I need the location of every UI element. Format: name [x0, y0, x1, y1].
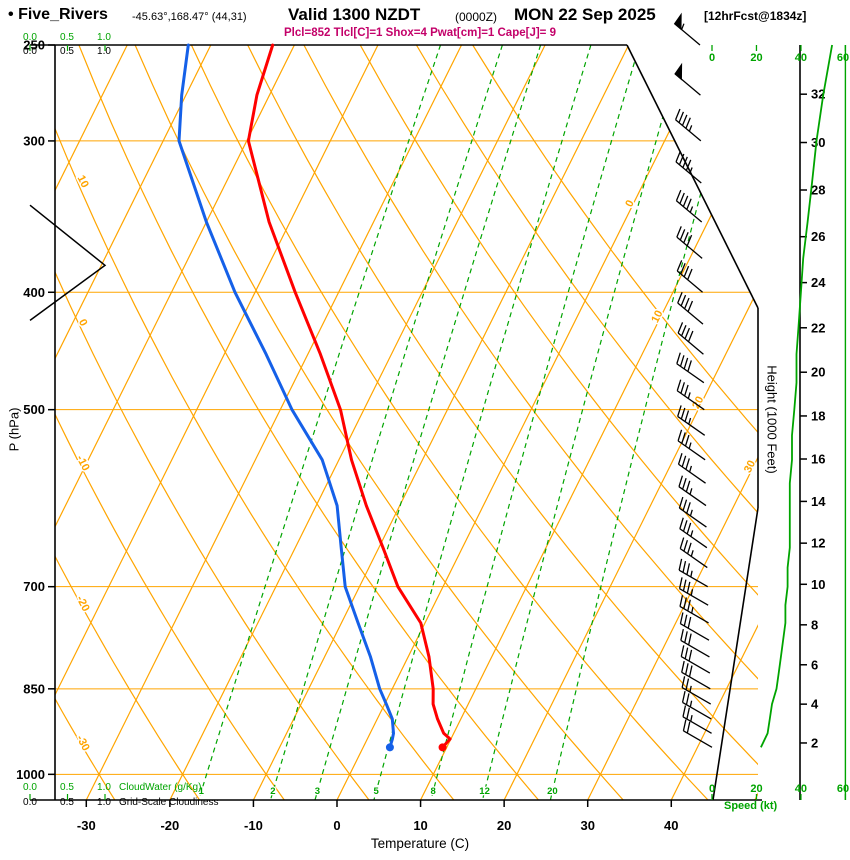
cloudiness-curve — [29, 204, 107, 322]
cloudiness-tick: 1.0 — [97, 46, 111, 57]
cloudwater-axis-title: CloudWater (g/Kg) — [119, 782, 202, 793]
cloudwater-tick: 1.0 — [97, 32, 111, 43]
pressure-tick-label: 250 — [23, 38, 45, 53]
speed-tick-label-top: 0 — [709, 52, 715, 64]
mixing-ratio-label: 2 — [270, 786, 275, 797]
height-tick-label: 6 — [811, 657, 818, 672]
speed-tick-label-bottom: 60 — [837, 783, 849, 795]
cloudwater-tick: 0.0 — [23, 782, 37, 793]
speed-tick-label-top: 60 — [837, 52, 849, 64]
cloudiness-tick: 0.5 — [60, 46, 74, 57]
mixing-ratio-label: 20 — [547, 786, 558, 797]
temperature-tick-label: -20 — [160, 818, 179, 833]
height-tick-label: 32 — [811, 87, 825, 102]
temperature-tick-label: 40 — [664, 818, 678, 833]
cloudiness-tick: 1.0 — [97, 797, 111, 808]
station-bullet-icon: • — [8, 6, 14, 23]
surface-point — [385, 743, 394, 752]
height-tick-label: 26 — [811, 229, 825, 244]
forecast-tag: [12hrFcst@1834z] — [704, 9, 807, 23]
height-tick-label: 2 — [811, 735, 818, 750]
cloudiness-axis-title: Grid-Scale Cloudiness — [119, 797, 219, 808]
temperature-tick-label: 0 — [333, 818, 340, 833]
height-tick-label: 30 — [811, 135, 825, 150]
speed-tick-label-top: 40 — [795, 52, 807, 64]
speed-tick-label-bottom: 40 — [795, 783, 807, 795]
cloudwater-tick: 0.5 — [60, 782, 74, 793]
height-tick-label: 14 — [811, 494, 826, 509]
height-tick-label: 8 — [811, 617, 818, 632]
temperature-tick-label: 20 — [497, 818, 511, 833]
pressure-axis-title: P (hPa) — [6, 407, 22, 452]
height-tick-label: 16 — [811, 452, 825, 467]
station-title: • Five_Rivers — [8, 6, 108, 24]
valid-date: MON 22 Sep 2025 — [514, 5, 656, 24]
valid-time: Valid 1300 NZDT — [288, 5, 421, 24]
temperature-tick-label: 30 — [580, 818, 594, 833]
height-tick-label: 28 — [811, 183, 825, 198]
cloudwater-tick: 0.0 — [23, 32, 37, 43]
mixing-ratio-label: 1 — [199, 786, 205, 797]
temperature-tick-label: -30 — [77, 818, 96, 833]
cloudiness-scale-top: 0.0 0.5 1.0 — [19, 46, 299, 58]
cloudwater-scale-bottom: 0.0 0.5 1.0 CloudWater (g/Kg) — [19, 782, 299, 794]
height-tick-label: 22 — [811, 320, 825, 335]
temperature-axis-title: Temperature (C) — [370, 836, 470, 851]
dry-adiabat-label: 10 — [75, 173, 91, 189]
mixing-ratio-label: 8 — [430, 786, 435, 797]
height-tick-label: 18 — [811, 408, 825, 423]
height-tick-label: 4 — [811, 697, 819, 712]
height-tick-label: 20 — [811, 365, 825, 380]
surface-point — [438, 743, 447, 752]
plot-border — [30, 44, 801, 801]
mixing-ratio-label: 3 — [315, 786, 320, 797]
cloudwater-tick: 1.0 — [97, 782, 111, 793]
mixing-ratio-label: 5 — [374, 786, 380, 797]
temperature-tick-label: -10 — [244, 818, 263, 833]
temperature-tick-label: 10 — [413, 818, 427, 833]
height-tick-label: 24 — [811, 275, 826, 290]
speed-axis-title: Speed (kt) — [724, 800, 778, 812]
pressure-tick-label: 1000 — [16, 767, 45, 782]
cloudiness-tick: 0.0 — [23, 46, 37, 57]
pressure-tick-label: 300 — [23, 133, 45, 148]
pressure-tick-label: 700 — [23, 579, 45, 594]
dry-adiabat-label: 0 — [76, 317, 89, 328]
stability-indices-line: Plcl=852 Tlcl[C]=1 Shox=4 Pwat[cm]=1 Cap… — [284, 27, 556, 39]
wind-speed-curve — [760, 44, 833, 748]
pressure-tick-label: 400 — [23, 285, 45, 300]
speed-tick-label-bottom: 0 — [709, 783, 715, 795]
cloudiness-tick: 0.0 — [23, 797, 37, 808]
valid-utc: (0000Z) — [455, 10, 498, 24]
skewt-background-grid — [55, 45, 758, 800]
station-coords: -45.63°,168.47° (44,31) — [132, 11, 247, 23]
cloudwater-tick: 0.5 — [60, 32, 74, 43]
mixing-ratio-label: 12 — [479, 786, 490, 797]
speed-tick-label-top: 20 — [750, 52, 762, 64]
dewpoint-curve — [177, 43, 395, 752]
station-name: Five_Rivers — [18, 6, 108, 23]
temperature-curve — [246, 43, 452, 752]
speed-tick-label-bottom: 20 — [750, 783, 762, 795]
pressure-tick-label: 850 — [23, 681, 45, 696]
height-axis-title: Height (1000 Feet) — [764, 365, 780, 474]
cloudiness-scale-bottom: 0.0 0.5 1.0 Grid-Scale Cloudiness — [19, 797, 299, 809]
height-tick-label: 10 — [811, 577, 825, 592]
cloudwater-scale-top: 0.0 0.5 1.0 — [19, 32, 299, 44]
pressure-tick-label: 500 — [23, 402, 45, 417]
wind-barbs — [673, 12, 713, 748]
height-tick-label: 12 — [811, 536, 825, 551]
mixing-ratio-labels: 1 2 3 5 8 12 20 — [197, 785, 559, 799]
cloudiness-tick: 0.5 — [60, 797, 74, 808]
